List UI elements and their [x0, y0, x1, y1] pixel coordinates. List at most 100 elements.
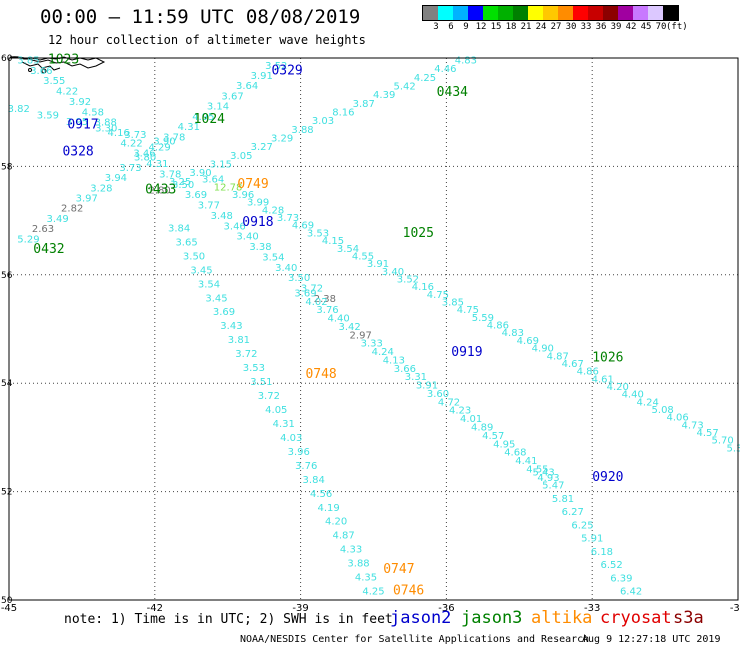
wave-height-value: 4.87	[332, 531, 354, 542]
wave-height-value: 3.91	[367, 259, 389, 270]
wave-height-value: 4.56	[310, 489, 332, 500]
wave-height-value: 3.92	[69, 97, 91, 108]
pass-time-label: 1023	[48, 52, 79, 67]
wave-height-value: 3.66	[30, 66, 52, 77]
wave-height-value: 3.14	[207, 102, 229, 113]
wave-height-value: 4.69	[517, 336, 539, 347]
wave-height-value: 3.27	[251, 142, 273, 153]
pass-time-label: 1026	[592, 351, 623, 366]
wave-height-value: 4.03	[280, 433, 302, 444]
wave-height-value: 2.63	[32, 224, 54, 235]
color-scale-labels: 3 6 9 12 15 18 21 24 27 30 33 36 39 42 45 70 (ft)	[422, 22, 740, 34]
wave-height-value: 4.15	[322, 236, 344, 247]
wave-height-value: 3.43	[220, 321, 242, 332]
wave-height-value: 3.38	[249, 242, 271, 253]
wave-height-value: 4.73	[682, 420, 704, 431]
wave-height-tracks: 3.853.663.554.223.924.583.884.164.223.46…	[8, 55, 740, 597]
wave-height-value: 4.83	[502, 328, 524, 339]
wave-height-value: 3.46	[133, 149, 155, 160]
latitude-label: 54	[1, 379, 13, 389]
color-swatch	[588, 6, 603, 20]
wave-height-value: 3.40	[236, 232, 258, 243]
wave-height-value: 6.42	[620, 587, 642, 598]
wave-height-value: 4.22	[56, 87, 78, 98]
wave-height-value: 3.69	[294, 288, 316, 299]
color-scale-label: 12	[475, 22, 487, 32]
color-swatch	[498, 6, 513, 20]
wave-height-value: 3.87	[353, 99, 375, 110]
wave-height-value: 3.84	[303, 475, 325, 486]
wave-height-value: 5.42	[393, 81, 415, 92]
color-scale-label: 27	[550, 22, 562, 32]
latitude-label: 56	[1, 271, 13, 281]
color-scale-label: 45	[640, 22, 652, 32]
pass-time-label: 0920	[592, 470, 623, 485]
wave-height-value: 3.69	[213, 307, 235, 318]
wave-height-value: 3.82	[8, 104, 30, 115]
wave-height-value: 3.66	[394, 364, 416, 375]
pass-time-label: 0432	[33, 242, 64, 257]
wave-height-value: 5.91	[581, 534, 603, 545]
wave-height-value: 4.31	[273, 419, 295, 430]
footer-timestamp: Aug 9 12:27:18 UTC 2019	[582, 634, 721, 645]
wave-height-value: 3.80	[134, 153, 156, 164]
wave-height-value: 5.47	[542, 481, 564, 492]
wave-height-value: 4.67	[562, 359, 584, 370]
wave-height-value: 3.91	[416, 381, 438, 392]
wave-height-value: 3.55	[43, 76, 65, 87]
wave-height-value: 4.57	[696, 428, 718, 439]
wave-height-value: 4.16	[412, 282, 434, 293]
wave-height-value: 3.40	[275, 263, 297, 274]
wave-height-value: 3.96	[288, 447, 310, 458]
wave-height-value: 3.72	[301, 284, 323, 295]
wave-height-value: 3.94	[105, 173, 127, 184]
pass-time-label: 0328	[62, 145, 93, 160]
wave-height-value: 4.95	[493, 439, 515, 450]
wave-height-value: 3.73	[277, 213, 299, 224]
color-scale-label: 21	[520, 22, 532, 32]
wave-height-value: 3.48	[211, 211, 233, 222]
color-scale-label: 18	[505, 22, 517, 32]
pass-time-label: 0329	[271, 63, 302, 78]
footer-credit: NOAA/NESDIS Center for Satellite Applica…	[240, 634, 590, 645]
longitude-label: -42	[147, 603, 163, 614]
color-scale-label: 24	[535, 22, 547, 32]
color-swatch	[648, 6, 663, 20]
wave-height-value: 4.55	[352, 251, 374, 262]
wave-height-value: 4.29	[149, 142, 171, 153]
wave-height-value: 4.13	[383, 355, 405, 366]
wave-height-value: 3.46	[224, 221, 246, 232]
wave-height-value: 3.69	[185, 190, 207, 201]
wave-height-value: 6.27	[562, 507, 584, 518]
wave-height-value: 4.25	[414, 73, 436, 84]
wave-height-value: 3.31	[405, 372, 427, 383]
wave-height-value: 4.31	[146, 159, 168, 170]
wave-height-value: 4.28	[262, 205, 284, 216]
pass-time-label: 1025	[403, 226, 434, 241]
wave-height-value: 5.81	[552, 494, 574, 505]
wave-height-value: 3.73	[119, 163, 141, 174]
mission-altika: altika	[531, 608, 593, 628]
wave-height-value: 3.28	[90, 183, 112, 194]
wave-height-value: 3.76	[295, 461, 317, 472]
wave-height-value: 4.20	[607, 382, 629, 393]
mission-cryosat: cryosat	[600, 608, 672, 628]
longitude-label: -30	[730, 603, 740, 614]
color-swatch	[453, 6, 468, 20]
wave-height-value: 4.58	[82, 107, 104, 118]
wave-height-value: 3.65	[175, 237, 197, 248]
wave-height-value: 4.86	[487, 321, 509, 332]
wave-height-value: 3.64	[202, 175, 224, 186]
wave-height-value: 4.87	[547, 351, 569, 362]
pass-time-labels: 1023 0329 0434 1024 0917 0328 0749 0433 0918 1025…	[33, 52, 623, 598]
wave-height-value: 3.76	[316, 305, 338, 316]
wave-height-value: 12.78	[214, 182, 243, 193]
pass-time-label: 0749	[237, 177, 268, 192]
footer-note: note: 1) Time is in UTC; 2) SWH is in fe…	[64, 612, 393, 627]
wave-height-value: 8.16	[332, 107, 354, 118]
axis-labels: -45 -42 -39 -36 -33 -30 60 58 56 54 52 50	[1, 54, 740, 614]
wave-height-value: 3.40	[382, 267, 404, 278]
wave-height-value: 3.85	[17, 55, 39, 66]
map-frame	[8, 57, 739, 601]
